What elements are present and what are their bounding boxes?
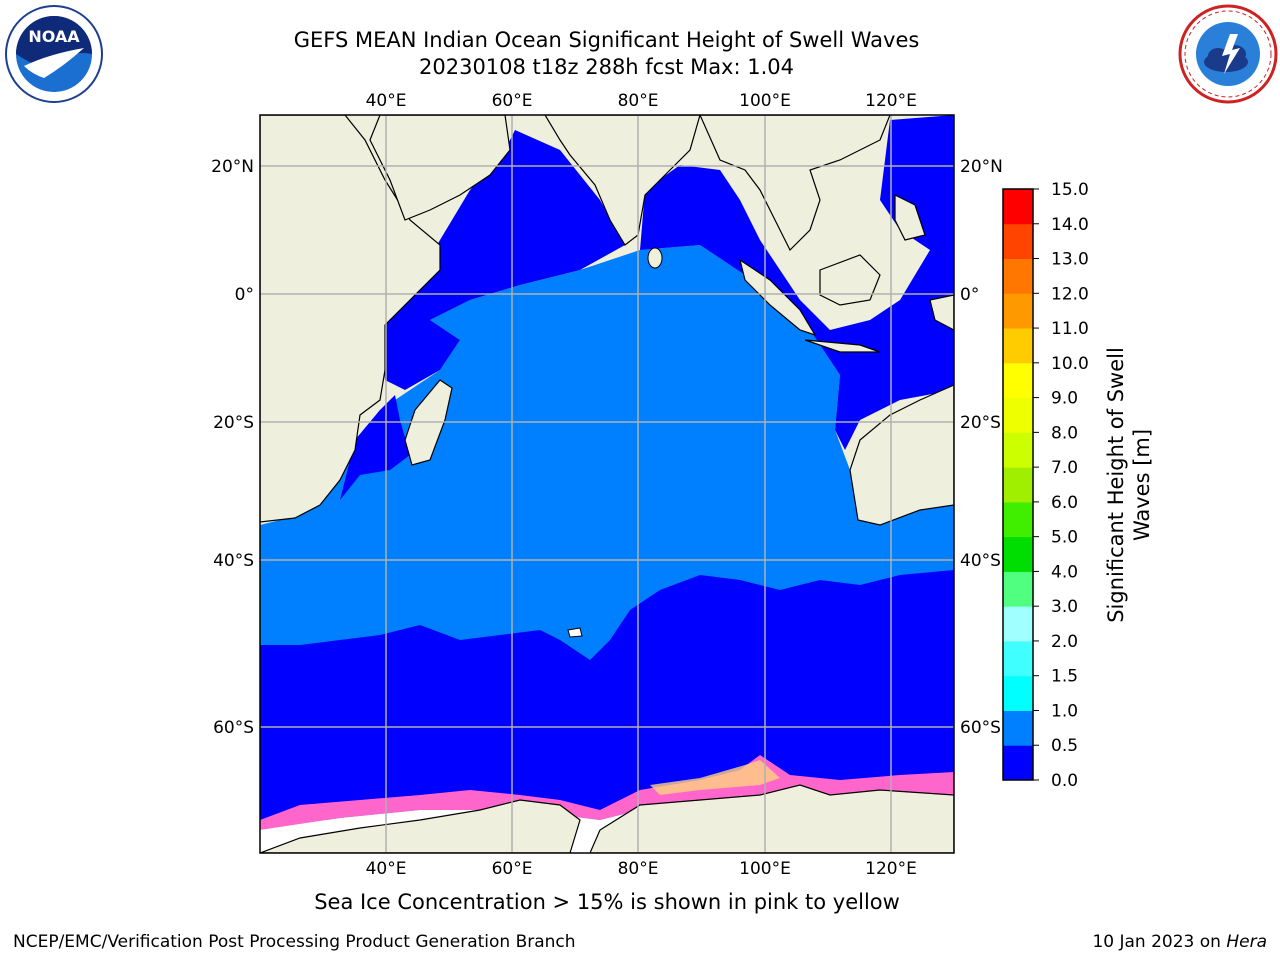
lat-tick-label: 20°N xyxy=(960,157,1003,177)
colorbar-swatch xyxy=(1003,223,1033,260)
colorbar-swatch xyxy=(1003,258,1033,294)
colorbar-tick-label: 5.0 xyxy=(1051,528,1078,548)
colorbar-swatch xyxy=(1003,675,1033,711)
sea-ice-yellow xyxy=(650,760,780,795)
lat-tick-labels-left: 20°N 0° 20°S 40°S 60°S xyxy=(211,157,254,738)
colorbar-swatch xyxy=(1003,745,1033,781)
nws-logo-icon xyxy=(1178,4,1278,104)
lat-tick-label: 40°S xyxy=(960,551,1001,571)
lat-tick-label: 40°S xyxy=(213,551,254,571)
colorbar-tick-label: 11.0 xyxy=(1051,319,1089,339)
colorbar-tick-label: 0.0 xyxy=(1051,771,1078,791)
footer-credit: NCEP/EMC/Verification Post Processing Pr… xyxy=(13,932,576,952)
sea-ice-caption-text: Sea Ice Concentration > 15% is shown in … xyxy=(314,890,900,914)
colorbar-title: Significant Height of Swell Waves [m] xyxy=(1104,347,1154,623)
footer-date: 10 Jan 2023 on Hera xyxy=(1092,932,1267,952)
colorbar-swatch xyxy=(1003,432,1033,468)
lon-tick-labels-bottom: 40°E 60°E 80°E 100°E 120°E xyxy=(366,859,917,879)
lat-tick-label: 20°S xyxy=(960,413,1001,433)
colorbar-tick-label: 0.5 xyxy=(1051,736,1078,756)
colorbar-tick-label: 6.0 xyxy=(1051,493,1078,513)
map-area xyxy=(260,115,954,853)
colorbar: 0.0 0.5 1.0 1.5 2.0 3.0 4.0 5.0 6.0 7.0 8.0 9.0 10.0… xyxy=(1002,180,1089,791)
colorbar-tick-label: 15.0 xyxy=(1051,180,1089,200)
colorbar-tick-label: 2.0 xyxy=(1051,632,1078,652)
colorbar-swatch xyxy=(1003,501,1033,538)
lon-tick-label: 120°E xyxy=(865,859,917,879)
colorbar-swatch xyxy=(1003,640,1033,677)
colorbar-tick-label: 7.0 xyxy=(1051,458,1078,478)
lat-tick-label: 60°S xyxy=(213,718,254,738)
lon-tick-label: 40°E xyxy=(366,859,407,879)
colorbar-tick-label: 12.0 xyxy=(1051,284,1089,304)
colorbar-tick-label: 8.0 xyxy=(1051,423,1078,443)
colorbar-tick-label: 3.0 xyxy=(1051,597,1078,617)
colorbar-swatch xyxy=(1003,467,1033,503)
colorbar-swatch xyxy=(1003,571,1033,607)
lon-tick-label: 120°E xyxy=(865,91,917,111)
colorbar-swatch xyxy=(1003,606,1033,642)
lat-tick-label: 60°S xyxy=(960,718,1001,738)
lat-tick-label: 0° xyxy=(960,285,979,305)
colorbar-swatch xyxy=(1003,710,1033,746)
colorbar-swatch xyxy=(1003,362,1033,399)
footer-date-text: 10 Jan 2023 on xyxy=(1092,932,1227,952)
map-gridlines xyxy=(260,115,954,853)
lon-tick-label: 100°E xyxy=(739,859,791,879)
lon-tick-labels-top: 40°E 60°E 80°E 100°E 120°E xyxy=(366,91,917,111)
colorbar-swatch xyxy=(1003,536,1033,572)
sumatra-land xyxy=(739,258,817,337)
sea-ice-edge xyxy=(260,755,954,830)
lat-tick-label: 20°S xyxy=(213,413,254,433)
arabia-land xyxy=(369,115,511,221)
colorbar-tick-label: 10.0 xyxy=(1051,354,1089,374)
colorbar-swatch xyxy=(1003,328,1033,364)
colorbar-swatch xyxy=(1003,293,1033,329)
colorbar-swatch xyxy=(1003,397,1033,433)
lat-tick-label: 0° xyxy=(235,285,254,305)
australia-land xyxy=(849,384,954,526)
india-land xyxy=(544,115,701,246)
southeast-asia-land xyxy=(699,115,891,252)
colorbar-tick-label: 13.0 xyxy=(1051,250,1089,270)
colorbar-border xyxy=(1002,188,1034,781)
chart-title: GEFS MEAN Indian Ocean Significant Heigh… xyxy=(293,28,920,52)
chart-subtitle: 20230108 t18z 288h fcst Max: 1.04 xyxy=(419,55,794,79)
antarctica-land xyxy=(260,799,581,853)
colorbar-tick-label: 9.0 xyxy=(1051,389,1078,409)
svg-text:NOAA: NOAA xyxy=(28,27,80,46)
lon-tick-label: 60°E xyxy=(492,859,533,879)
indian-ocean-swell-mid xyxy=(260,245,954,660)
colorbar-tick-label: 4.0 xyxy=(1051,562,1078,582)
footer-machine: Hera xyxy=(1226,932,1267,952)
lat-tick-labels-right: 20°N 0° 20°S 40°S 60°S xyxy=(960,157,1003,738)
africa-land xyxy=(260,115,441,523)
noaa-logo-icon: NOAA xyxy=(5,5,103,103)
arabian-sea-swell-low xyxy=(380,130,625,390)
lat-tick-label: 20°N xyxy=(211,157,254,177)
lon-tick-label: 80°E xyxy=(618,91,659,111)
colorbar-tick-label: 1.5 xyxy=(1051,667,1078,687)
colorbar-title-line2: Waves [m] xyxy=(1130,429,1154,541)
lon-tick-label: 80°E xyxy=(618,859,659,879)
lon-tick-label: 60°E xyxy=(492,91,533,111)
lon-tick-label: 40°E xyxy=(366,91,407,111)
colorbar-swatch xyxy=(1003,189,1033,225)
colorbar-title-line1: Significant Height of Swell xyxy=(1104,347,1128,623)
borneo-land xyxy=(819,254,881,306)
colorbar-tick-label: 1.0 xyxy=(1051,701,1078,721)
sea-ice-caption: Sea Ice Concentration > 15% is shown in … xyxy=(0,890,1280,914)
colorbar-tick-label: 14.0 xyxy=(1051,215,1089,235)
lon-tick-label: 100°E xyxy=(739,91,791,111)
